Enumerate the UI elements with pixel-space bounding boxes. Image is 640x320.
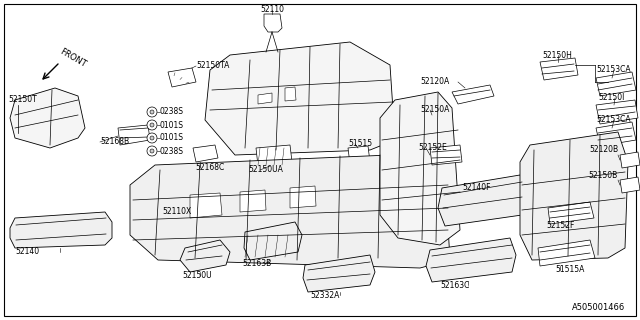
Text: 52150A: 52150A (420, 106, 449, 115)
Circle shape (150, 136, 154, 140)
Polygon shape (285, 87, 296, 101)
Polygon shape (278, 50, 290, 62)
Polygon shape (240, 190, 266, 212)
Text: 52150B: 52150B (589, 172, 618, 180)
Text: 52150I: 52150I (598, 93, 625, 102)
Polygon shape (264, 14, 282, 32)
Polygon shape (596, 100, 638, 124)
Circle shape (150, 149, 154, 153)
Polygon shape (190, 193, 222, 218)
Polygon shape (620, 152, 640, 168)
Text: 52150U: 52150U (182, 271, 212, 281)
Text: 52168B: 52168B (100, 138, 129, 147)
Polygon shape (193, 145, 218, 162)
Text: 52152E: 52152E (418, 143, 447, 153)
Circle shape (147, 107, 157, 117)
Text: 52168C: 52168C (195, 163, 224, 172)
Polygon shape (380, 92, 460, 245)
Text: 52150H: 52150H (542, 51, 572, 60)
Text: 52152F: 52152F (546, 221, 574, 230)
Polygon shape (348, 146, 370, 164)
Text: 52120A: 52120A (420, 77, 449, 86)
Text: 52150UA: 52150UA (248, 165, 283, 174)
Polygon shape (10, 88, 85, 148)
Circle shape (150, 110, 154, 114)
Text: 0101S: 0101S (160, 121, 184, 130)
Polygon shape (205, 42, 395, 155)
Text: 0238S: 0238S (160, 147, 184, 156)
Text: 52140F: 52140F (462, 183, 490, 193)
Polygon shape (596, 72, 636, 96)
Text: 52153CA: 52153CA (596, 116, 630, 124)
Polygon shape (596, 122, 636, 146)
Polygon shape (262, 52, 276, 60)
Polygon shape (452, 85, 494, 104)
Text: 52110: 52110 (260, 5, 284, 14)
Polygon shape (244, 222, 302, 260)
Polygon shape (303, 255, 375, 292)
Text: 52120B: 52120B (589, 146, 618, 155)
Polygon shape (520, 132, 628, 260)
Polygon shape (426, 238, 516, 282)
Polygon shape (130, 155, 450, 268)
Polygon shape (290, 186, 316, 208)
Polygon shape (256, 145, 292, 166)
Text: 52163B: 52163B (242, 260, 271, 268)
Text: 0238S: 0238S (160, 108, 184, 116)
Polygon shape (538, 240, 595, 266)
Text: 51515: 51515 (348, 140, 372, 148)
Polygon shape (540, 58, 578, 80)
Polygon shape (620, 177, 640, 193)
Polygon shape (548, 202, 594, 224)
Polygon shape (10, 212, 112, 248)
Polygon shape (118, 125, 150, 145)
Polygon shape (258, 93, 272, 104)
Polygon shape (168, 68, 196, 87)
Polygon shape (430, 145, 462, 165)
Text: 52150TA: 52150TA (196, 61, 229, 70)
Text: 52163C: 52163C (440, 281, 469, 290)
Text: 0101S: 0101S (160, 133, 184, 142)
Circle shape (147, 146, 157, 156)
Text: 51515A: 51515A (555, 266, 584, 275)
Text: FRONT: FRONT (58, 47, 88, 69)
Text: 52150T: 52150T (8, 95, 36, 105)
Circle shape (147, 133, 157, 143)
Text: 52332A: 52332A (310, 291, 339, 300)
Circle shape (147, 120, 157, 130)
Polygon shape (180, 240, 230, 272)
Text: 52140: 52140 (15, 247, 39, 257)
Text: 52153CA: 52153CA (596, 66, 630, 75)
Text: A505001466: A505001466 (572, 303, 625, 312)
Circle shape (150, 123, 154, 127)
Text: 52110X: 52110X (162, 207, 191, 217)
Polygon shape (438, 175, 528, 226)
